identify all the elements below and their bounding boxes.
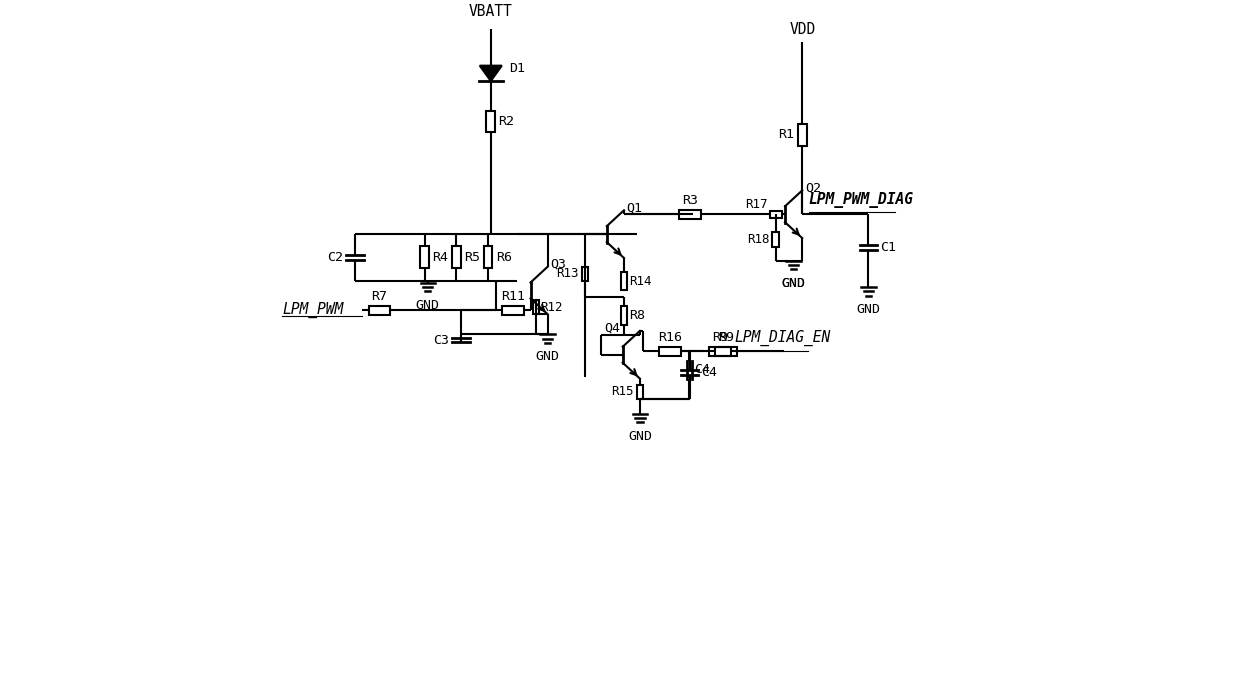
Text: VBATT: VBATT bbox=[469, 3, 512, 19]
Bar bbox=[368, 306, 391, 315]
Text: R9: R9 bbox=[713, 332, 728, 345]
Text: GND: GND bbox=[536, 350, 559, 364]
Text: Q3: Q3 bbox=[551, 258, 567, 271]
Text: GND: GND bbox=[627, 430, 652, 443]
Text: R3: R3 bbox=[682, 194, 698, 207]
Text: R5: R5 bbox=[464, 251, 480, 264]
Text: R1: R1 bbox=[779, 128, 795, 141]
Bar bbox=[420, 246, 429, 268]
Bar bbox=[636, 385, 644, 399]
Bar bbox=[797, 124, 806, 146]
Bar bbox=[770, 211, 781, 218]
Text: R15: R15 bbox=[611, 385, 634, 399]
Bar bbox=[582, 267, 588, 281]
Text: C4: C4 bbox=[702, 366, 718, 379]
Text: R2: R2 bbox=[498, 115, 515, 128]
Text: GND: GND bbox=[781, 277, 806, 290]
Text: R14: R14 bbox=[629, 275, 652, 288]
Text: R18: R18 bbox=[748, 233, 770, 246]
Bar bbox=[773, 232, 779, 246]
Text: C4: C4 bbox=[694, 364, 711, 376]
Text: Q1: Q1 bbox=[626, 201, 642, 214]
Text: R9: R9 bbox=[718, 332, 734, 345]
Bar bbox=[484, 246, 492, 268]
Text: R7: R7 bbox=[372, 290, 387, 304]
Bar bbox=[621, 306, 627, 325]
Text: R12: R12 bbox=[541, 301, 563, 313]
Bar bbox=[709, 347, 732, 356]
Text: C3: C3 bbox=[433, 334, 449, 347]
Text: R16: R16 bbox=[657, 332, 682, 345]
Text: Q4: Q4 bbox=[604, 322, 620, 335]
Polygon shape bbox=[480, 66, 502, 81]
Text: Q2: Q2 bbox=[805, 181, 821, 194]
Bar bbox=[486, 110, 495, 133]
Bar bbox=[658, 347, 681, 356]
Text: GND: GND bbox=[857, 304, 880, 316]
Text: R4: R4 bbox=[432, 251, 448, 264]
Text: C1: C1 bbox=[880, 241, 897, 254]
Bar bbox=[502, 306, 525, 315]
Text: LPM_DIAG_EN: LPM_DIAG_EN bbox=[734, 330, 831, 346]
Text: LPM_PWM_DIAG: LPM_PWM_DIAG bbox=[808, 192, 914, 207]
Text: GND: GND bbox=[781, 277, 806, 290]
Bar bbox=[680, 210, 701, 218]
Text: GND: GND bbox=[415, 299, 440, 312]
Text: VDD: VDD bbox=[789, 22, 816, 37]
Text: R11: R11 bbox=[501, 290, 526, 304]
Bar bbox=[453, 246, 460, 268]
Text: D1: D1 bbox=[510, 62, 526, 75]
Bar bbox=[621, 272, 627, 290]
Text: LPM_PWM: LPM_PWM bbox=[281, 302, 343, 318]
Bar bbox=[715, 347, 737, 356]
Text: R6: R6 bbox=[496, 251, 512, 264]
Text: C2: C2 bbox=[327, 251, 343, 264]
Text: R13: R13 bbox=[557, 267, 579, 281]
Text: R8: R8 bbox=[629, 309, 645, 322]
Bar bbox=[532, 299, 539, 314]
Text: R17: R17 bbox=[745, 198, 768, 211]
